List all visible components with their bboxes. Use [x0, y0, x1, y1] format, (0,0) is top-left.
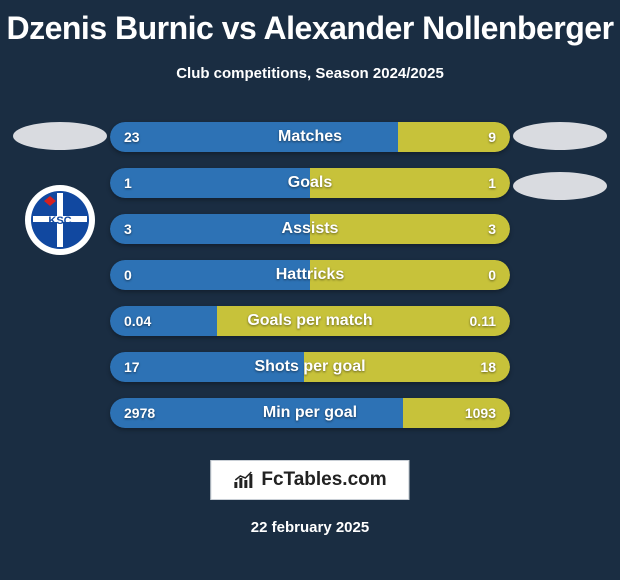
stat-label: Assists [110, 214, 510, 244]
date-text: 22 february 2025 [0, 519, 620, 536]
stat-label: Min per goal [110, 398, 510, 428]
stat-row: 1718Shots per goal [110, 352, 510, 382]
player-placeholder [513, 172, 607, 200]
page-title: Dzenis Burnic vs Alexander Nollenberger [0, 0, 620, 47]
chart-icon [233, 471, 255, 489]
stat-row: 00Hattricks [110, 260, 510, 290]
subtitle: Club competitions, Season 2024/2025 [0, 65, 620, 82]
stat-label: Shots per goal [110, 352, 510, 382]
stat-row: 11Goals [110, 168, 510, 198]
stat-row: 33Assists [110, 214, 510, 244]
stat-row: 239Matches [110, 122, 510, 152]
player-placeholder [513, 122, 607, 150]
stat-label: Matches [110, 122, 510, 152]
svg-text:KSC: KSC [48, 215, 71, 227]
stat-row: 29781093Min per goal [110, 398, 510, 428]
branding-text: FcTables.com [261, 469, 386, 491]
stat-row: 0.040.11Goals per match [110, 306, 510, 336]
stats-panel: 239Matches 11Goals 33Assists 00Hattricks 0.0… [110, 122, 510, 444]
branding-badge[interactable]: FcTables.com [210, 460, 409, 500]
stat-label: Goals [110, 168, 510, 198]
stat-label: Goals per match [110, 306, 510, 336]
player-placeholder [13, 122, 107, 150]
stat-label: Hattricks [110, 260, 510, 290]
